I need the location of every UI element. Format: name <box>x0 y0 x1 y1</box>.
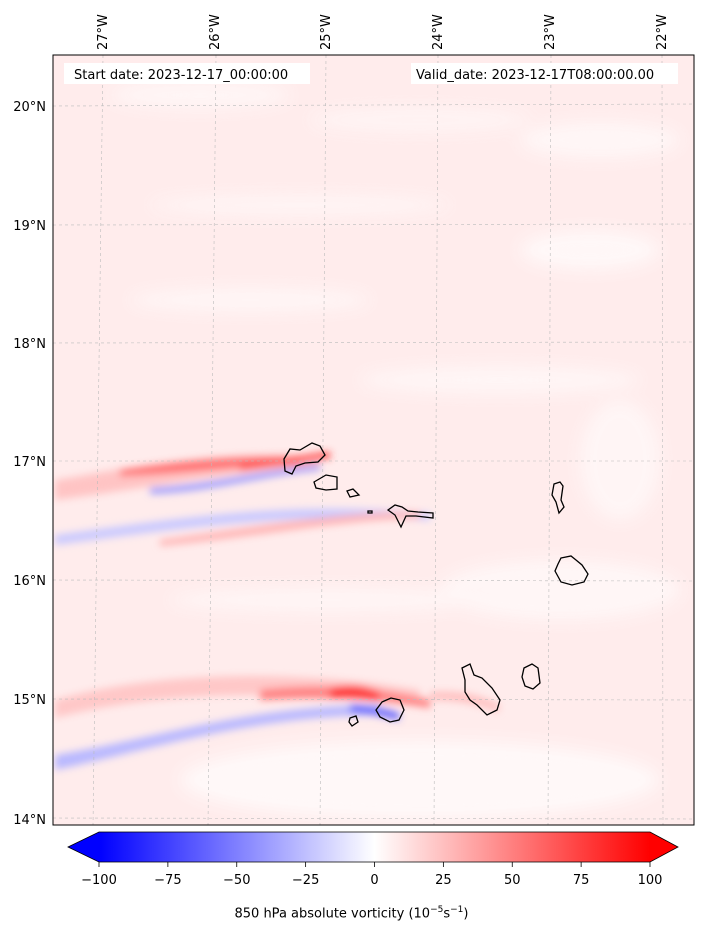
lat-label-14n: 14°N <box>13 813 46 828</box>
map-frame <box>52 54 695 826</box>
valid-date-text: Valid_date: 2023-12-17T08:00:00.00 <box>416 68 654 83</box>
colorbar-label: 850 hPa absolute vorticity (10−5s−1) <box>234 905 469 922</box>
colorbar-gradient <box>99 832 650 862</box>
lon-label-26w: 26°W <box>208 14 223 50</box>
vorticity-field <box>53 55 694 825</box>
colorbar-ticks: −100 −75 −50 −25 0 25 50 75 100 <box>81 862 662 888</box>
latitude-labels: 20°N 19°N 18°N 17°N 16°N 15°N 14°N <box>13 100 46 828</box>
island-santa-luzia <box>346 488 361 498</box>
colorbar: −100 −75 −50 −25 0 25 50 75 100 <box>67 831 679 888</box>
lat-label-15n: 15°N <box>13 693 46 708</box>
colorbar-tick-label: −25 <box>292 873 319 888</box>
island-sao-nicolau <box>386 504 434 529</box>
longitude-labels: 27°W 26°W 25°W 24°W 23°W 22°W <box>96 14 670 50</box>
island-sao-nicolau-west <box>367 510 373 514</box>
colorbar-tick-label: −75 <box>154 873 181 888</box>
lat-label-20n: 20°N <box>13 100 46 115</box>
lat-label-16n: 16°N <box>13 574 46 589</box>
island-boa-vista <box>554 555 589 586</box>
colorbar-tick-label: 75 <box>573 873 590 888</box>
lat-label-18n: 18°N <box>13 337 46 352</box>
island-maio <box>521 663 541 690</box>
lon-label-22w: 22°W <box>655 14 670 50</box>
colorbar-tick-label: −100 <box>81 873 117 888</box>
lat-label-19n: 19°N <box>13 219 46 234</box>
island-santo-antao <box>283 442 326 475</box>
colorbar-tick-label: 0 <box>370 873 378 888</box>
colorbar-tick-label: 50 <box>504 873 521 888</box>
lon-label-23w: 23°W <box>543 14 558 50</box>
lon-label-25w: 25°W <box>319 14 334 50</box>
start-date-text: Start date: 2023-12-17_00:00:00 <box>74 68 288 83</box>
lon-label-24w: 24°W <box>431 14 446 50</box>
lon-label-27w: 27°W <box>96 14 111 50</box>
island-brava <box>348 715 359 727</box>
lat-label-17n: 17°N <box>13 455 46 470</box>
coastlines <box>283 442 589 727</box>
island-fogo <box>375 697 405 723</box>
island-sal <box>551 481 565 515</box>
graticule <box>53 55 694 825</box>
valid-date-box <box>411 63 678 84</box>
colorbar-min-extend <box>68 832 99 862</box>
colorbar-tick-label: −50 <box>223 873 250 888</box>
island-santiago <box>461 663 501 716</box>
island-sao-vicente <box>313 474 338 491</box>
colorbar-tick-label: 25 <box>435 873 452 888</box>
colorbar-tick-label: 100 <box>638 873 663 888</box>
colorbar-max-extend <box>650 832 678 862</box>
start-date-box <box>64 63 310 84</box>
